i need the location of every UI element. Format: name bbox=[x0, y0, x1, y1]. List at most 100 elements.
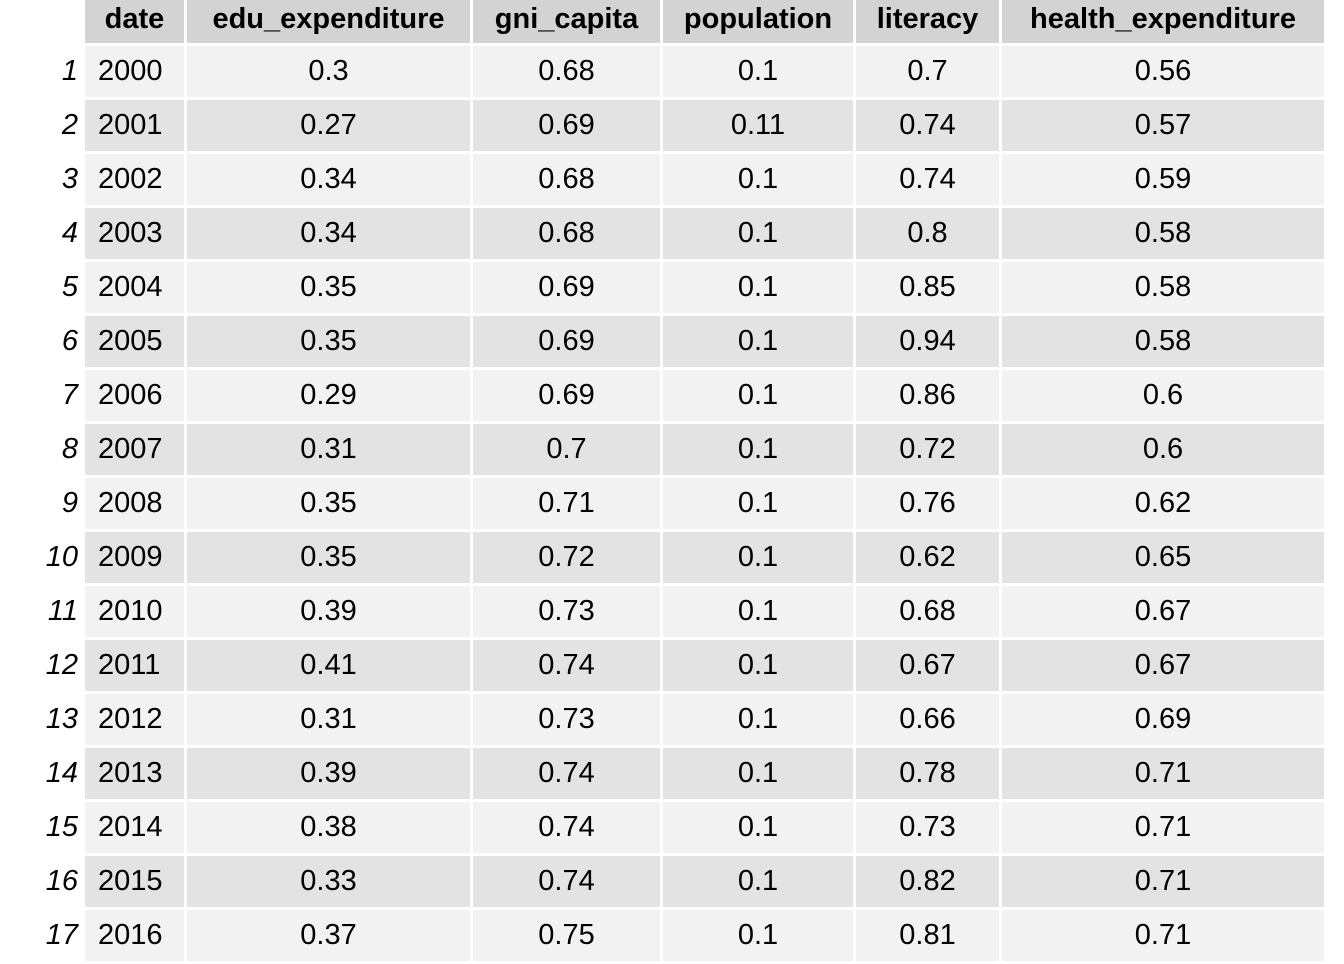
table-row: 12 2011 0.41 0.74 0.1 0.67 0.67 bbox=[0, 640, 1324, 694]
row-number: 15 bbox=[0, 802, 85, 856]
cell-date: 2006 bbox=[85, 370, 187, 424]
cell-health-expenditure: 0.6 bbox=[1002, 424, 1324, 478]
row-number: 1 bbox=[0, 46, 85, 100]
cell-edu-expenditure: 0.35 bbox=[187, 478, 473, 532]
cell-health-expenditure: 0.59 bbox=[1002, 154, 1324, 208]
row-number: 10 bbox=[0, 532, 85, 586]
cell-date: 2003 bbox=[85, 208, 187, 262]
cell-literacy: 0.62 bbox=[856, 532, 1002, 586]
cell-literacy: 0.86 bbox=[856, 370, 1002, 424]
table-body: 1 2000 0.3 0.68 0.1 0.7 0.56 2 2001 0.27 0.69 0.11 0… bbox=[0, 46, 1324, 964]
cell-population: 0.1 bbox=[663, 802, 856, 856]
row-number: 7 bbox=[0, 370, 85, 424]
table-row: 1 2000 0.3 0.68 0.1 0.7 0.56 bbox=[0, 46, 1324, 100]
cell-literacy: 0.74 bbox=[856, 100, 1002, 154]
cell-date: 2015 bbox=[85, 856, 187, 910]
cell-date: 2009 bbox=[85, 532, 187, 586]
cell-gni-capita: 0.74 bbox=[473, 640, 663, 694]
cell-edu-expenditure: 0.37 bbox=[187, 910, 473, 964]
cell-health-expenditure: 0.71 bbox=[1002, 856, 1324, 910]
table-row: 5 2004 0.35 0.69 0.1 0.85 0.58 bbox=[0, 262, 1324, 316]
cell-population: 0.1 bbox=[663, 208, 856, 262]
cell-population: 0.11 bbox=[663, 100, 856, 154]
cell-population: 0.1 bbox=[663, 856, 856, 910]
cell-health-expenditure: 0.71 bbox=[1002, 802, 1324, 856]
cell-health-expenditure: 0.67 bbox=[1002, 640, 1324, 694]
row-number: 9 bbox=[0, 478, 85, 532]
table-row: 17 2016 0.37 0.75 0.1 0.81 0.71 bbox=[0, 910, 1324, 964]
cell-health-expenditure: 0.57 bbox=[1002, 100, 1324, 154]
cell-edu-expenditure: 0.39 bbox=[187, 586, 473, 640]
cell-edu-expenditure: 0.38 bbox=[187, 802, 473, 856]
cell-population: 0.1 bbox=[663, 532, 856, 586]
cell-gni-capita: 0.69 bbox=[473, 262, 663, 316]
cell-gni-capita: 0.68 bbox=[473, 46, 663, 100]
cell-edu-expenditure: 0.34 bbox=[187, 208, 473, 262]
row-number: 4 bbox=[0, 208, 85, 262]
cell-literacy: 0.73 bbox=[856, 802, 1002, 856]
cell-population: 0.1 bbox=[663, 424, 856, 478]
cell-population: 0.1 bbox=[663, 46, 856, 100]
row-number: 2 bbox=[0, 100, 85, 154]
cell-gni-capita: 0.71 bbox=[473, 478, 663, 532]
cell-edu-expenditure: 0.35 bbox=[187, 262, 473, 316]
cell-gni-capita: 0.68 bbox=[473, 154, 663, 208]
cell-edu-expenditure: 0.41 bbox=[187, 640, 473, 694]
cell-gni-capita: 0.75 bbox=[473, 910, 663, 964]
row-number: 16 bbox=[0, 856, 85, 910]
cell-health-expenditure: 0.58 bbox=[1002, 262, 1324, 316]
cell-edu-expenditure: 0.3 bbox=[187, 46, 473, 100]
cell-date: 2007 bbox=[85, 424, 187, 478]
table-row: 15 2014 0.38 0.74 0.1 0.73 0.71 bbox=[0, 802, 1324, 856]
row-number: 6 bbox=[0, 316, 85, 370]
column-header-health-expenditure: health_expenditure bbox=[1002, 0, 1324, 46]
table-row: 3 2002 0.34 0.68 0.1 0.74 0.59 bbox=[0, 154, 1324, 208]
row-number: 14 bbox=[0, 748, 85, 802]
cell-literacy: 0.68 bbox=[856, 586, 1002, 640]
cell-literacy: 0.67 bbox=[856, 640, 1002, 694]
cell-literacy: 0.66 bbox=[856, 694, 1002, 748]
table-row: 6 2005 0.35 0.69 0.1 0.94 0.58 bbox=[0, 316, 1324, 370]
cell-date: 2012 bbox=[85, 694, 187, 748]
column-header-date: date bbox=[85, 0, 187, 46]
cell-literacy: 0.82 bbox=[856, 856, 1002, 910]
cell-gni-capita: 0.69 bbox=[473, 370, 663, 424]
table-row: 8 2007 0.31 0.7 0.1 0.72 0.6 bbox=[0, 424, 1324, 478]
cell-gni-capita: 0.72 bbox=[473, 532, 663, 586]
table-row: 4 2003 0.34 0.68 0.1 0.8 0.58 bbox=[0, 208, 1324, 262]
cell-health-expenditure: 0.65 bbox=[1002, 532, 1324, 586]
cell-date: 2013 bbox=[85, 748, 187, 802]
cell-literacy: 0.76 bbox=[856, 478, 1002, 532]
row-number: 8 bbox=[0, 424, 85, 478]
cell-date: 2016 bbox=[85, 910, 187, 964]
table-row: 7 2006 0.29 0.69 0.1 0.86 0.6 bbox=[0, 370, 1324, 424]
cell-edu-expenditure: 0.33 bbox=[187, 856, 473, 910]
cell-date: 2002 bbox=[85, 154, 187, 208]
cell-population: 0.1 bbox=[663, 694, 856, 748]
cell-population: 0.1 bbox=[663, 748, 856, 802]
row-number: 17 bbox=[0, 910, 85, 964]
cell-health-expenditure: 0.56 bbox=[1002, 46, 1324, 100]
cell-gni-capita: 0.73 bbox=[473, 586, 663, 640]
cell-edu-expenditure: 0.35 bbox=[187, 532, 473, 586]
cell-date: 2000 bbox=[85, 46, 187, 100]
cell-edu-expenditure: 0.27 bbox=[187, 100, 473, 154]
cell-date: 2008 bbox=[85, 478, 187, 532]
cell-gni-capita: 0.74 bbox=[473, 856, 663, 910]
cell-gni-capita: 0.69 bbox=[473, 316, 663, 370]
cell-literacy: 0.8 bbox=[856, 208, 1002, 262]
table-row: 13 2012 0.31 0.73 0.1 0.66 0.69 bbox=[0, 694, 1324, 748]
cell-gni-capita: 0.74 bbox=[473, 748, 663, 802]
cell-health-expenditure: 0.58 bbox=[1002, 208, 1324, 262]
cell-date: 2001 bbox=[85, 100, 187, 154]
cell-gni-capita: 0.74 bbox=[473, 802, 663, 856]
cell-population: 0.1 bbox=[663, 478, 856, 532]
table-header: date edu_expenditure gni_capita populati… bbox=[0, 0, 1324, 46]
cell-population: 0.1 bbox=[663, 910, 856, 964]
column-header-population: population bbox=[663, 0, 856, 46]
cell-population: 0.1 bbox=[663, 316, 856, 370]
cell-population: 0.1 bbox=[663, 262, 856, 316]
table-row: 9 2008 0.35 0.71 0.1 0.76 0.62 bbox=[0, 478, 1324, 532]
row-number: 3 bbox=[0, 154, 85, 208]
